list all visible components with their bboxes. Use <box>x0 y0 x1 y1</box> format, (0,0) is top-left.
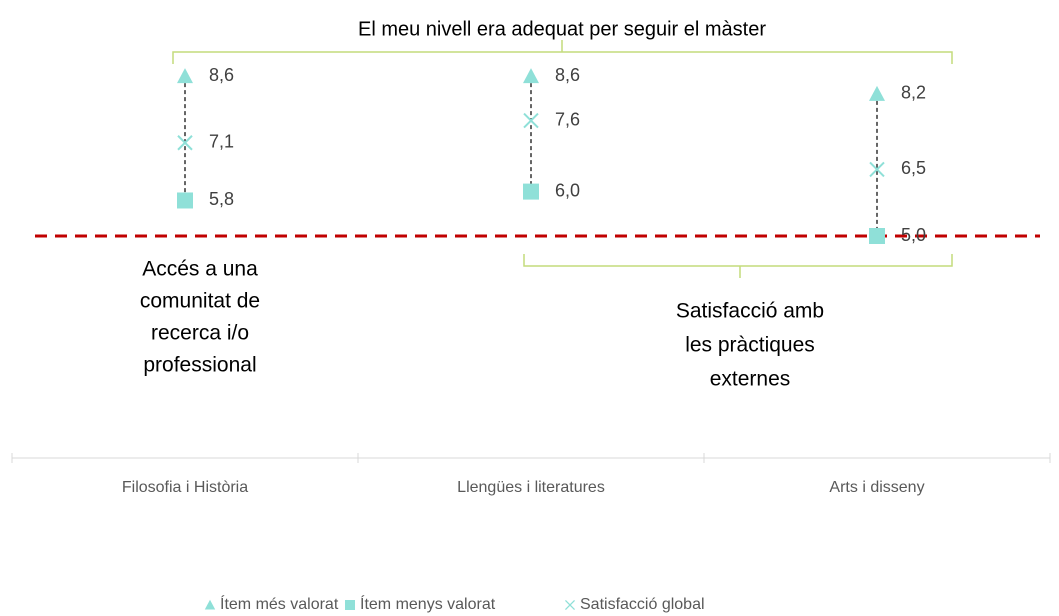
point <box>869 85 885 101</box>
bottom-bracket <box>523 254 953 278</box>
legend-label: Satisfacció global <box>580 596 705 613</box>
legend-marker <box>564 599 576 611</box>
data-label: 6,5 <box>901 158 926 178</box>
annotation: professional <box>143 354 256 377</box>
point <box>869 161 885 178</box>
data-label: 6,0 <box>555 180 580 200</box>
legend-marker <box>345 600 355 610</box>
annotation: recerca i/o <box>151 322 249 345</box>
x-tick-label: Llengües i literatures <box>457 479 605 496</box>
data-label: 5,0 <box>901 225 926 245</box>
data-label: 8,6 <box>209 65 234 85</box>
annotation: les pràctiques <box>685 334 815 357</box>
point <box>523 112 539 129</box>
point <box>177 68 193 84</box>
point <box>177 135 193 151</box>
point <box>523 68 539 84</box>
data-label: 8,6 <box>555 65 580 85</box>
x-tick-label: Arts i disseny <box>829 479 924 496</box>
legend-label: Ítem més valorat <box>220 594 339 613</box>
data-label: 7,1 <box>209 132 234 152</box>
data-label: 7,6 <box>555 109 580 129</box>
data-label: 5,8 <box>209 189 234 209</box>
top-bracket <box>172 40 953 64</box>
x-tick-label: Filosofia i Història <box>122 479 248 496</box>
legend-marker <box>204 599 216 610</box>
annotation: Satisfacció amb <box>676 300 824 323</box>
annotation: externes <box>710 368 791 391</box>
annotation: comunitat de <box>140 290 260 313</box>
point <box>177 192 193 209</box>
data-label: 8,2 <box>901 83 926 103</box>
point <box>869 228 885 244</box>
legend-label: Ítem menys valorat <box>360 594 496 613</box>
annotation: Accés a una <box>142 258 258 281</box>
annotation: El meu nivell era adequat per seguir el … <box>358 18 766 40</box>
point <box>523 183 539 200</box>
